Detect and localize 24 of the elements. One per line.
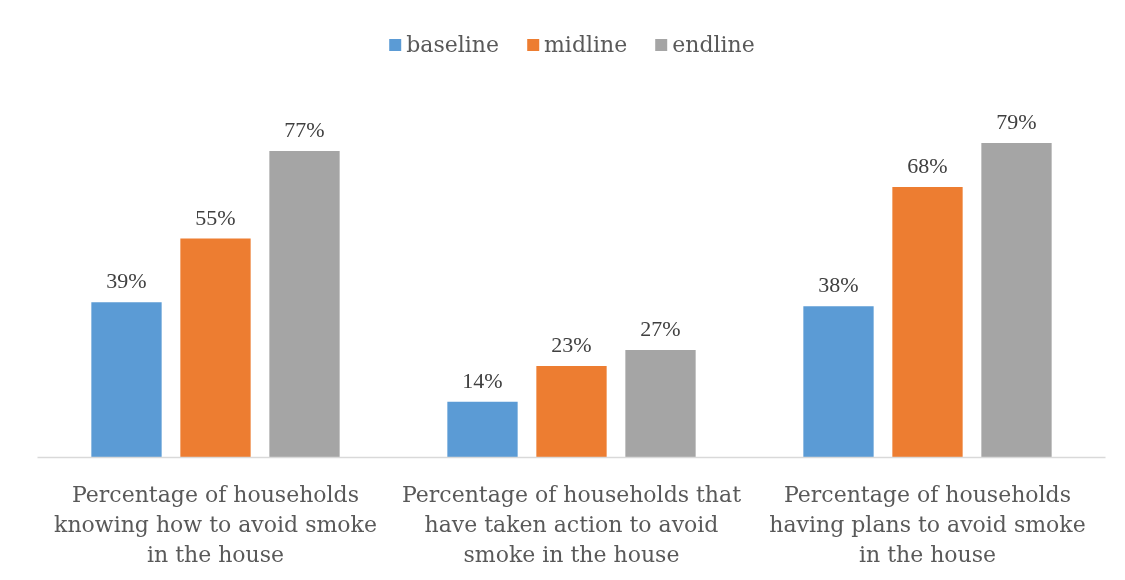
bar (447, 401, 518, 458)
bar (981, 143, 1052, 458)
data-label: 39% (106, 268, 147, 294)
data-label: 77% (284, 117, 325, 143)
data-label: 38% (818, 272, 859, 298)
bar (536, 365, 607, 458)
x-tick-label: Percentage of households having plans to avoid smoke in the house (769, 481, 1086, 567)
legend-label: endline (672, 32, 755, 57)
legend-label: baseline (406, 32, 499, 57)
data-label: 79% (996, 109, 1037, 135)
x-tick-label: Percentage of households knowing how to avoid smoke in the house (54, 481, 377, 567)
data-label: 68% (907, 152, 948, 178)
data-label: 27% (640, 316, 681, 342)
bar (269, 151, 340, 458)
data-label: 14% (462, 367, 503, 393)
bar (91, 302, 162, 458)
legend-label: midline (543, 32, 628, 57)
bar (803, 306, 874, 458)
x-tick-label: Percentage of households that have taken action to avoid smoke in the house (402, 481, 742, 567)
bar (625, 350, 696, 458)
bar (892, 186, 963, 458)
data-label: 55% (195, 204, 236, 230)
data-label: 23% (551, 331, 592, 357)
bar (180, 238, 251, 458)
